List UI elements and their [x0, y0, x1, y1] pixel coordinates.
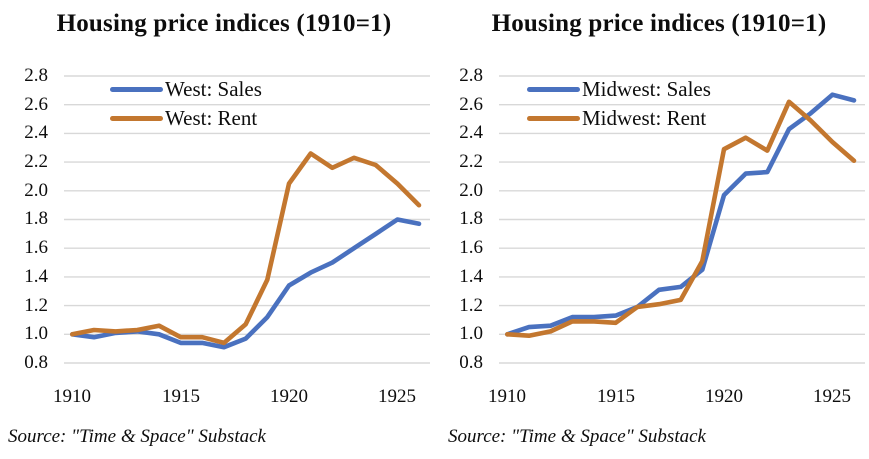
legend-label-rent: Midwest: Rent — [582, 106, 707, 130]
x-tick-label: 1925 — [813, 386, 851, 407]
y-tick-label: 1.2 — [24, 295, 48, 316]
plot-area — [499, 75, 865, 364]
y-tick-label: 0.8 — [24, 352, 48, 373]
y-tick-label: 2.0 — [24, 180, 48, 201]
sales-line-swatch — [527, 87, 580, 92]
y-tick-label: 1.6 — [24, 237, 48, 258]
legend-item-rent: Midwest: Rent — [527, 104, 711, 133]
series-line-west-rent — [70, 151, 422, 346]
sales-line-swatch — [110, 87, 163, 92]
y-axis-tick-labels: 0.8 1.0 1.2 1.4 1.6 1.8 2.0 2.2 2.4 2.6 2.8 — [435, 0, 483, 459]
series-line-midwest-rent — [505, 99, 857, 339]
legend-item-sales: Midwest: Sales — [527, 75, 711, 104]
legend-item-rent: West: Rent — [110, 104, 262, 133]
x-axis-tick-labels: 1910 1915 1920 1925 — [435, 0, 869, 459]
legend-label-rent: West: Rent — [165, 106, 258, 130]
chart-panel-west: Housing price indices (1910=1) 0.8 1.0 1.2… — [0, 0, 434, 459]
y-tick-label: 2.6 — [24, 94, 48, 115]
legend: West: Sales West: Rent — [110, 75, 262, 133]
x-tick-label: 1915 — [162, 386, 200, 407]
chart-panel-midwest: Housing price indices (1910=1) 0.8 1.0 1.2… — [435, 0, 869, 459]
y-tick-label: 2.4 — [459, 122, 483, 143]
rent-line-swatch — [110, 116, 163, 121]
y-tick-label: 2.6 — [459, 94, 483, 115]
y-tick-label: 2.4 — [24, 122, 48, 143]
plot-area — [64, 75, 430, 364]
y-tick-label: 1.8 — [24, 208, 48, 229]
y-tick-label: 1.0 — [459, 323, 483, 344]
y-tick-label: 1.6 — [459, 237, 483, 258]
x-tick-label: 1910 — [488, 386, 526, 407]
x-tick-label: 1910 — [53, 386, 91, 407]
source-note: Source: "Time & Space" Substack — [448, 426, 706, 447]
y-tick-label: 1.4 — [459, 266, 483, 287]
y-tick-label: 1.8 — [459, 208, 483, 229]
line-chart-svg — [499, 75, 865, 364]
rent-line-swatch — [527, 116, 580, 121]
series-line-midwest-sales — [505, 92, 857, 337]
line-chart-svg — [64, 75, 430, 364]
legend: Midwest: Sales Midwest: Rent — [527, 75, 711, 133]
x-tick-label: 1920 — [270, 386, 308, 407]
legend-label-sales: West: Sales — [165, 77, 262, 101]
legend-item-sales: West: Sales — [110, 75, 262, 104]
y-tick-label: 1.4 — [24, 266, 48, 287]
x-tick-label: 1915 — [597, 386, 635, 407]
y-tick-label: 2.8 — [24, 65, 48, 86]
legend-label-sales: Midwest: Sales — [582, 77, 711, 101]
source-note: Source: "Time & Space" Substack — [8, 426, 266, 447]
y-tick-label: 2.8 — [459, 65, 483, 86]
y-tick-label: 2.0 — [459, 180, 483, 201]
y-tick-label: 2.2 — [459, 151, 483, 172]
y-tick-label: 0.8 — [459, 352, 483, 373]
x-tick-label: 1925 — [378, 386, 416, 407]
y-axis-tick-labels: 0.8 1.0 1.2 1.4 1.6 1.8 2.0 2.2 2.4 2.6 2.8 — [0, 0, 48, 459]
y-tick-label: 1.0 — [24, 323, 48, 344]
x-axis-tick-labels: 1910 1915 1920 1925 — [0, 0, 434, 459]
y-tick-label: 1.2 — [459, 295, 483, 316]
chart-title: Housing price indices (1910=1) — [491, 10, 827, 37]
chart-title: Housing price indices (1910=1) — [56, 10, 392, 37]
y-tick-label: 2.2 — [24, 151, 48, 172]
x-tick-label: 1920 — [705, 386, 743, 407]
